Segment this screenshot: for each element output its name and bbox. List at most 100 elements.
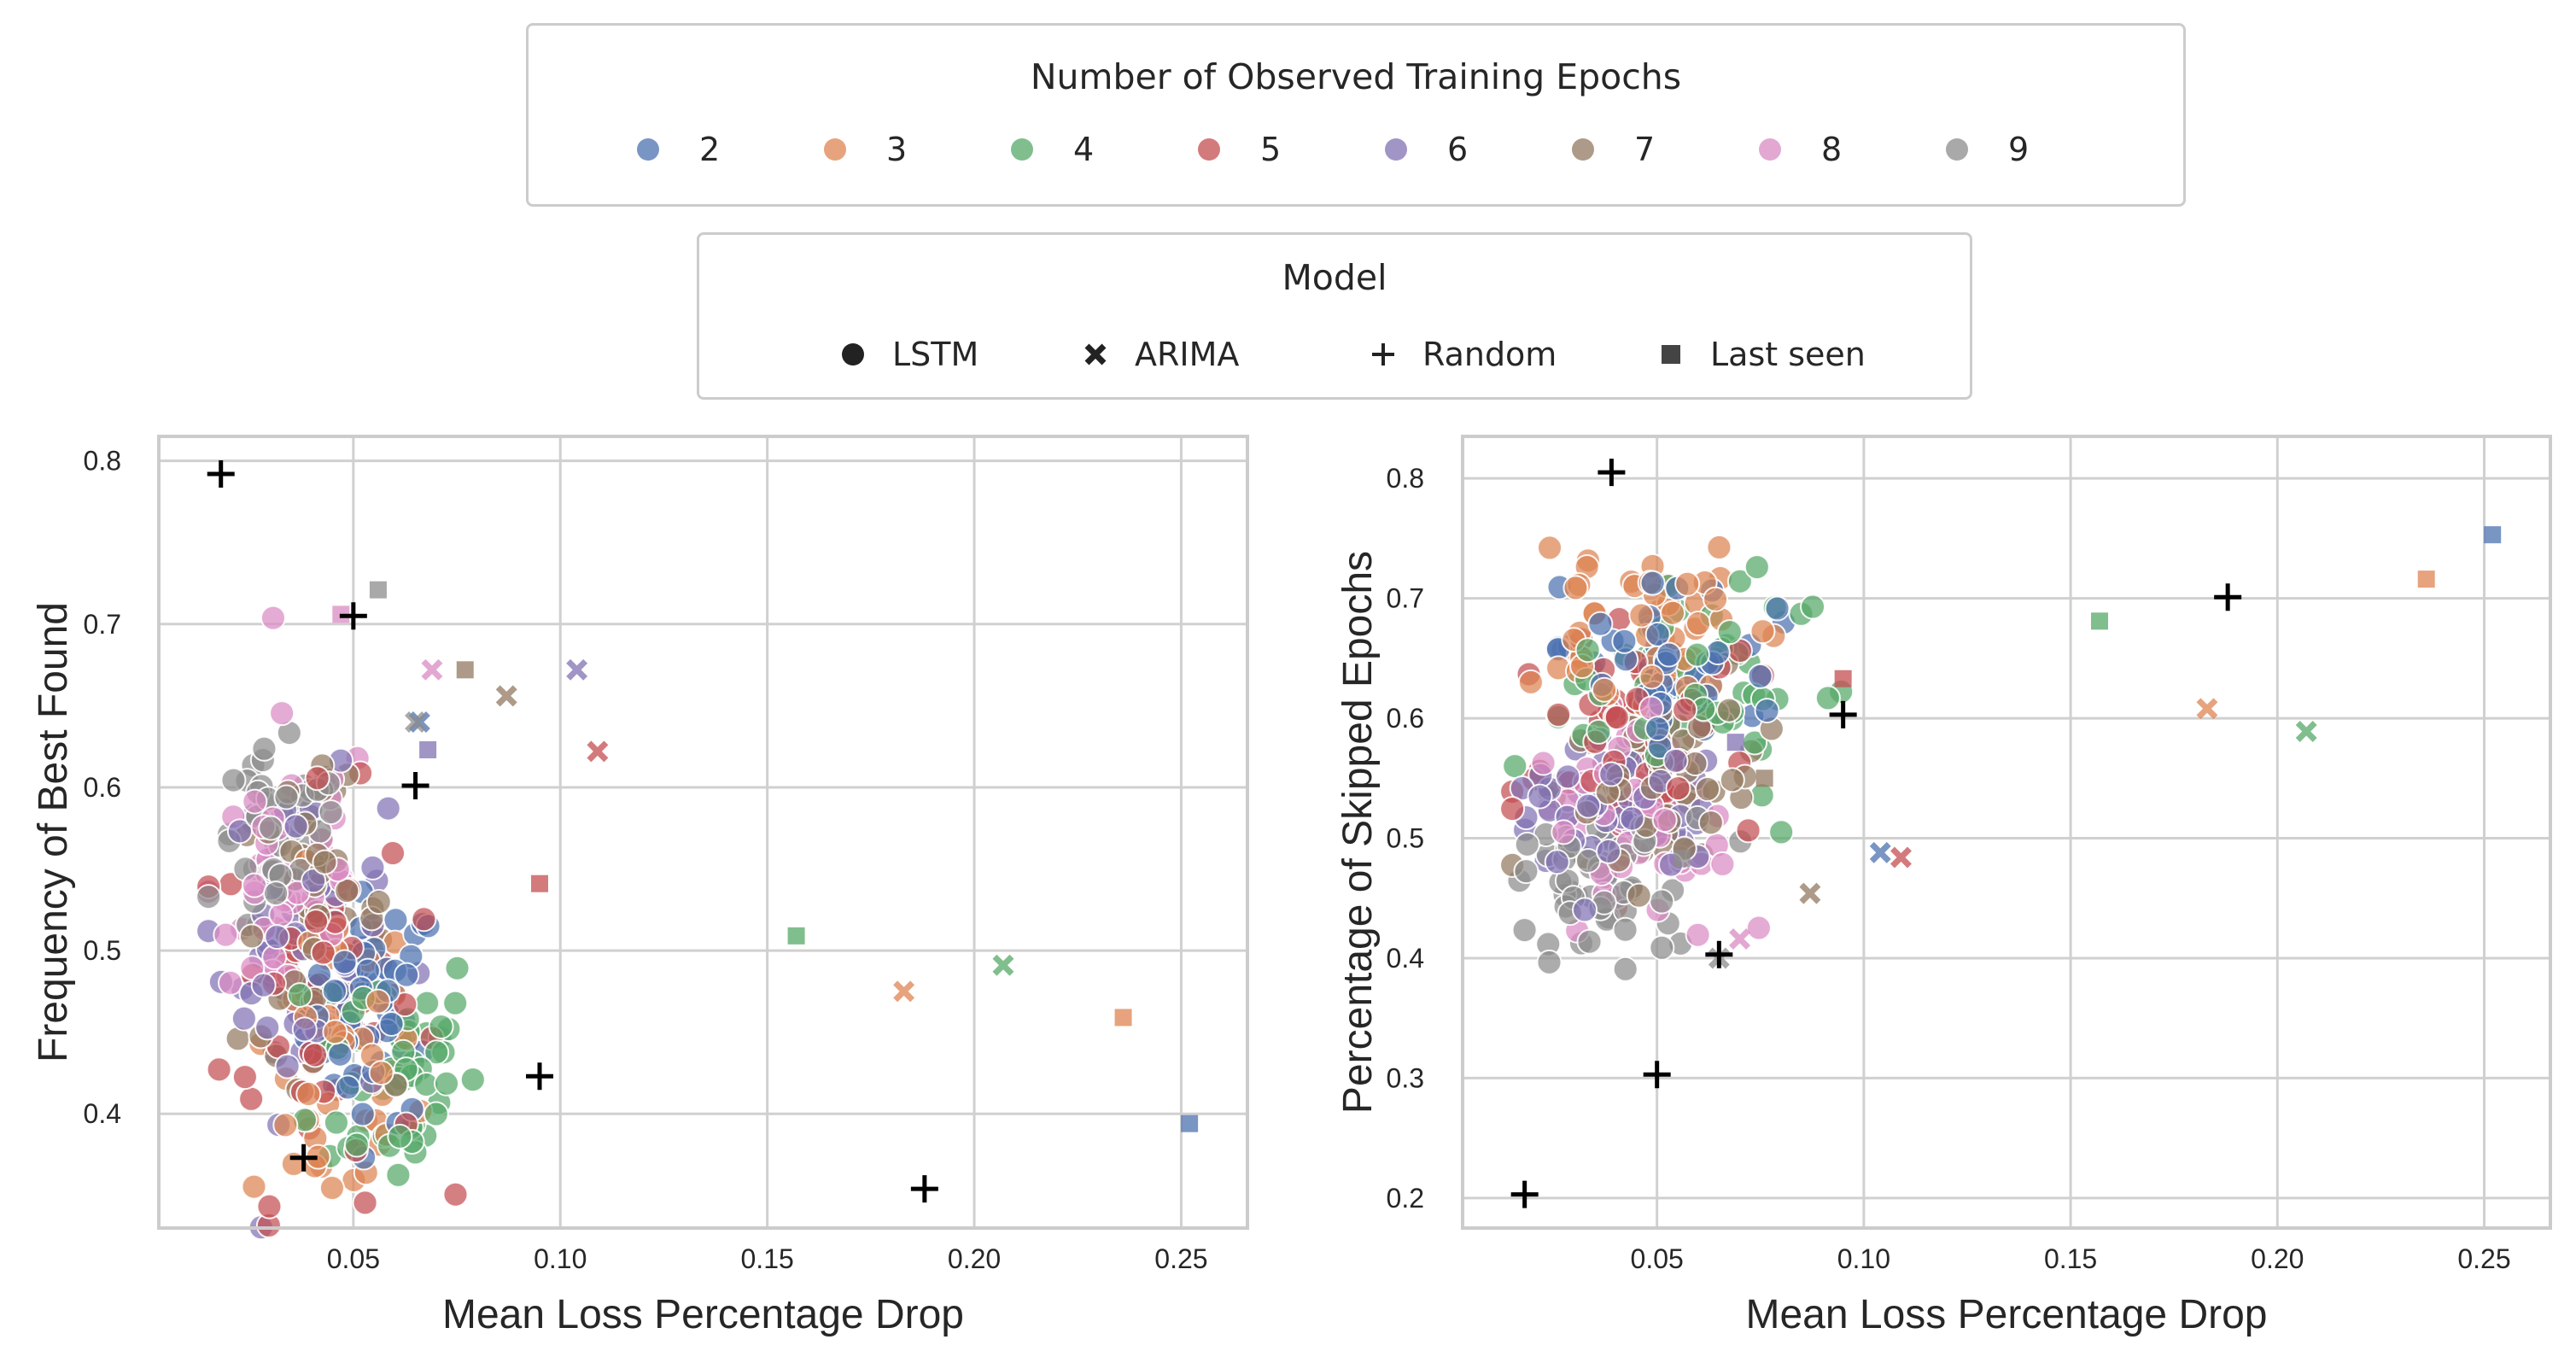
y-tick-label: 0.5 xyxy=(84,935,121,966)
arima-point xyxy=(992,954,1014,976)
lstm-point xyxy=(242,788,268,815)
scatter-chart-1: 0.05 0.10 0.15 0.20 0.25 0.4 0.5 0.6 0.7 0.8 Mean … xyxy=(31,435,1249,1337)
legend-epoch-marker-icon xyxy=(824,138,846,161)
y-tick-label: 0.8 xyxy=(84,446,121,477)
legend-model-plus: Random xyxy=(1366,329,1557,380)
lstm-point xyxy=(1545,701,1572,728)
arima-point xyxy=(1729,928,1751,950)
last-seen-point xyxy=(419,740,437,758)
random-point xyxy=(1643,1061,1671,1089)
lstm-point xyxy=(269,700,295,727)
lstm-point xyxy=(291,1016,318,1043)
lstm-point xyxy=(1768,819,1795,845)
lstm-point xyxy=(365,988,391,1015)
legend-model-title: Model xyxy=(1282,257,1387,298)
legend-epochs: Number of Observed Training Epochs 2 3 4 5 6… xyxy=(526,23,2186,207)
lstm-point xyxy=(264,924,290,950)
legend-model-circle: LSTM xyxy=(836,329,978,380)
x-axis-title: Mean Loss Percentage Drop xyxy=(1745,1292,2267,1337)
legend-epoch-marker-icon xyxy=(1198,138,1220,161)
arima-point xyxy=(2196,698,2218,720)
legend-epoch-8: 8 xyxy=(1753,124,1842,175)
last-seen-point xyxy=(456,661,474,679)
y-tick-label: 0.6 xyxy=(1387,703,1424,734)
lstm-point xyxy=(352,1190,378,1216)
lstm-point xyxy=(1684,641,1710,668)
scatter-chart-2: 0.05 0.10 0.15 0.20 0.25 0.2 0.3 0.4 0.5 0.6 0.7 0.… xyxy=(1335,435,2552,1337)
lstm-point xyxy=(1517,669,1544,695)
y-tick-label: 0.4 xyxy=(1387,943,1424,974)
lstm-point xyxy=(1595,838,1621,864)
last-seen-point xyxy=(1755,769,1773,787)
lstm-point xyxy=(343,1132,370,1158)
lstm-point xyxy=(1703,586,1729,612)
lstm-point xyxy=(268,902,295,928)
lstm-point xyxy=(287,982,313,1009)
lstm-point xyxy=(1638,664,1665,690)
x-tick-label: 0.10 xyxy=(534,1243,587,1274)
lstm-point xyxy=(423,1101,449,1127)
lstm-point xyxy=(1576,928,1603,955)
lstm-point xyxy=(1754,698,1780,724)
lstm-point xyxy=(411,906,437,933)
random-point xyxy=(207,459,235,488)
lstm-point xyxy=(263,880,289,907)
lstm-point xyxy=(365,889,392,915)
lstm-point xyxy=(1511,917,1538,944)
lstm-point xyxy=(1499,796,1526,822)
lstm-point xyxy=(331,949,358,975)
lstm-point xyxy=(368,1060,394,1086)
last-seen-point xyxy=(1181,1114,1199,1132)
last-seen-point xyxy=(1834,670,1852,687)
arima-point xyxy=(495,685,517,707)
lstm-point xyxy=(1674,570,1701,597)
legend-epoch-label: 5 xyxy=(1260,131,1282,168)
lstm-point xyxy=(1628,602,1655,629)
arima-point xyxy=(587,740,609,763)
lstm-point xyxy=(394,962,420,988)
arima-point xyxy=(566,658,588,681)
lstm-point xyxy=(1644,716,1671,742)
lstm-point xyxy=(1514,831,1540,857)
lstm-point xyxy=(254,1015,281,1041)
legend-circle-icon xyxy=(842,343,864,366)
lstm-point xyxy=(1502,753,1528,780)
lstm-point xyxy=(1649,888,1675,915)
lstm-point xyxy=(1685,921,1711,948)
lstm-point xyxy=(1563,575,1589,601)
legend-epoch-marker-icon xyxy=(637,138,659,161)
axes-frame xyxy=(157,435,1249,1230)
random-point xyxy=(401,772,429,800)
lstm-point xyxy=(359,854,386,880)
lstm-point xyxy=(334,878,360,904)
lstm-point xyxy=(1591,676,1617,703)
legend-epoch-label: 8 xyxy=(1821,131,1843,168)
lstm-point xyxy=(1745,915,1772,941)
x-tick-label: 0.05 xyxy=(1631,1243,1684,1274)
legend-epoch-marker-icon xyxy=(1385,138,1407,161)
lstm-point xyxy=(231,1064,258,1091)
lstm-point xyxy=(433,1070,459,1097)
lstm-point xyxy=(1536,949,1563,975)
lstm-point xyxy=(1726,568,1753,594)
x-axis-title: Mean Loss Percentage Drop xyxy=(442,1292,964,1337)
y-tick-label: 0.2 xyxy=(1387,1183,1424,1214)
lstm-point xyxy=(241,872,267,898)
lstm-point xyxy=(310,939,336,966)
arima-point xyxy=(2295,721,2317,742)
lstm-point xyxy=(322,978,348,1004)
lstm-point xyxy=(1537,535,1563,561)
lstm-point xyxy=(1555,763,1581,790)
y-tick-label: 0.7 xyxy=(84,609,121,640)
last-seen-point xyxy=(2090,612,2108,630)
x-tick-label: 0.15 xyxy=(741,1243,794,1274)
lstm-point xyxy=(428,1014,454,1040)
last-seen-point xyxy=(1673,850,1691,868)
lstm-point xyxy=(1527,783,1553,810)
lstm-point xyxy=(1574,637,1601,664)
random-point xyxy=(1510,1180,1539,1208)
legend-epoch-marker-icon xyxy=(1011,138,1033,161)
random-point xyxy=(526,1062,554,1091)
legend-model-square: Last seen xyxy=(1654,329,1866,380)
lstm-point xyxy=(1551,819,1577,845)
